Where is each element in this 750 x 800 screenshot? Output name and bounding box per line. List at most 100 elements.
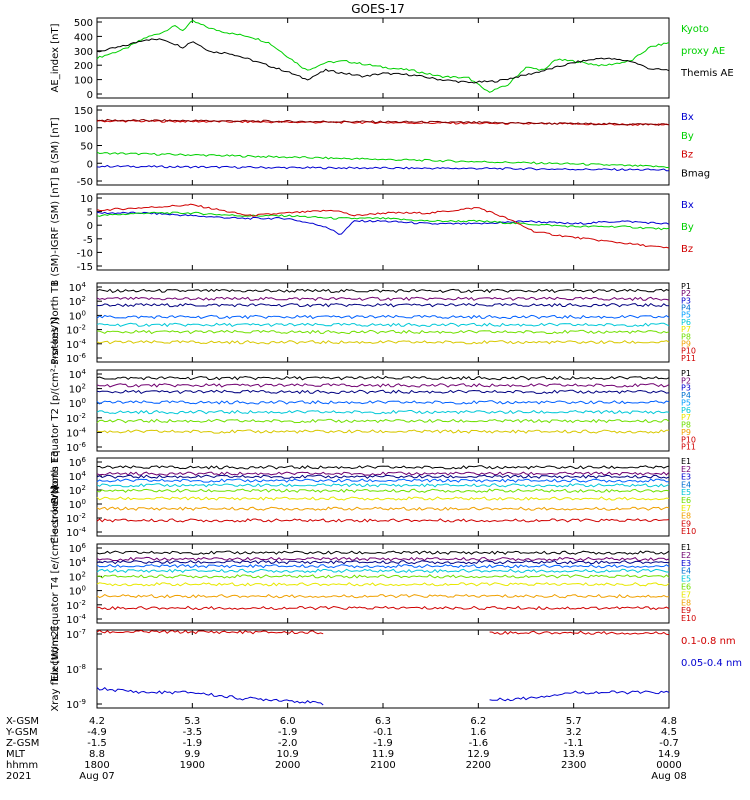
y-tick-label: 104	[69, 556, 87, 569]
series-line	[96, 409, 670, 415]
y-tick-label: 150	[74, 106, 93, 117]
y-tick-label: 104	[69, 470, 87, 483]
series-line	[96, 118, 670, 126]
axis-row-value: -2.0	[278, 738, 298, 749]
y-axis-label: B (SM)-IGRF (SM) [nT]	[50, 177, 61, 286]
legend-label: P3	[681, 296, 691, 305]
series-line	[96, 518, 670, 523]
legend-label: P11	[681, 354, 696, 363]
axis-row-value: 10.9	[277, 749, 299, 760]
legend-label: Bz	[681, 150, 693, 161]
axis-row-value: 12.9	[467, 749, 489, 760]
series-line	[96, 593, 670, 599]
y-axis-label: Electrons North T3	[50, 450, 61, 543]
axis-row-value: 1900	[180, 760, 205, 771]
y-tick-label: -10	[77, 248, 93, 259]
axis-row-value: 1.6	[470, 727, 486, 738]
axis-row-value: -1.9	[373, 738, 393, 749]
series-line	[96, 38, 670, 84]
legend-label: P3	[681, 384, 691, 393]
series-line	[96, 314, 670, 320]
legend-label: E1	[681, 543, 691, 552]
axis-row-value: -1.9	[183, 738, 203, 749]
axis-row-value: -1.6	[469, 738, 489, 749]
legend-label: P1	[681, 369, 691, 378]
plot-frame	[96, 629, 670, 709]
axis-row-value: 5.7	[566, 716, 582, 727]
axis-row-value: 8.8	[89, 749, 105, 760]
axis-row-value: 9.9	[184, 749, 200, 760]
legend-label: Kyoto	[681, 24, 709, 35]
legend-label: E7	[681, 504, 691, 513]
axis-row-value: -4.9	[87, 727, 107, 738]
y-axis-label: Electrons Equator T4 [e/(cm²-s-sr-keV)]	[50, 486, 61, 681]
series-line	[96, 568, 669, 574]
series-line	[96, 203, 670, 249]
panel-8: 10-7 10-8 10-9 Xray flux [W/m2] 0.1-0.8 nm 0.…	[50, 626, 742, 711]
y-tick-label: 10-8	[66, 663, 86, 676]
legend-label: P1	[681, 282, 691, 291]
legend-label: Bx	[681, 200, 694, 211]
axis-row-label: MLT	[6, 749, 26, 760]
y-tick-label: 50	[80, 142, 93, 153]
axis-row-value: Aug 08	[651, 771, 686, 782]
legend-label: Bz	[681, 244, 693, 255]
axis-row-label: X-GSM	[6, 716, 39, 727]
axis-row-value: 3.2	[566, 727, 582, 738]
y-tick-label: 500	[74, 18, 93, 29]
legend-label: E5	[681, 488, 691, 497]
axis-row-value: 0000	[656, 760, 681, 771]
series-line	[96, 302, 670, 308]
series-line	[96, 605, 670, 611]
y-tick-label: 10-4	[66, 613, 86, 626]
legend-label: P4	[681, 391, 691, 400]
legend-label: E3	[681, 473, 691, 482]
legend-label: Bmag	[681, 168, 710, 179]
series-line	[96, 563, 670, 569]
plot-frame	[96, 282, 670, 363]
series-line	[96, 211, 670, 235]
y-tick-label: 102	[69, 295, 86, 308]
legend-label: P6	[681, 406, 691, 415]
y-tick-label: 102	[69, 484, 86, 497]
series-line	[96, 151, 669, 168]
series-line	[96, 383, 670, 388]
legend-label: E8	[681, 512, 691, 521]
legend-label: P11	[681, 443, 696, 452]
series-line	[96, 582, 670, 587]
series-line	[96, 488, 670, 493]
y-axis-label: Protons North T1	[50, 280, 61, 364]
series-line	[96, 340, 670, 345]
legend-label: P2	[681, 376, 691, 385]
axis-row-value: 5.3	[184, 716, 200, 727]
y-tick-label: 0	[87, 221, 93, 232]
axis-row-value: 11.9	[372, 749, 394, 760]
axis-row-label: 2021	[6, 771, 31, 782]
axis-row-value: 6.2	[470, 716, 486, 727]
y-axis-label: Protons Equator T2 [p/(cm²-s-sr-keV)]	[50, 317, 61, 504]
axis-row-label: hhmm	[6, 760, 38, 771]
axis-row-value: 4.2	[89, 716, 105, 727]
legend-label: E8	[681, 598, 691, 607]
legend-label: Themis AE	[680, 68, 734, 79]
y-tick-label: 100	[74, 76, 93, 87]
legend-label: P2	[681, 289, 691, 298]
y-tick-label: 100	[74, 124, 93, 135]
series-line	[96, 483, 670, 488]
axis-row-value: -0.1	[373, 727, 393, 738]
axis-row-value: 2100	[370, 760, 395, 771]
y-tick-label: 0	[87, 90, 93, 101]
legend-label: Bx	[681, 112, 694, 123]
series-line	[96, 418, 670, 424]
axis-row-value: Aug 07	[79, 771, 114, 782]
legend-label: P7	[681, 413, 691, 422]
series-line	[96, 556, 670, 562]
legend-label: P7	[681, 325, 691, 334]
axis-row-value: -1.1	[564, 738, 584, 749]
series-line	[96, 288, 670, 294]
legend-label: E3	[681, 559, 691, 568]
legend-label: P5	[681, 398, 691, 407]
